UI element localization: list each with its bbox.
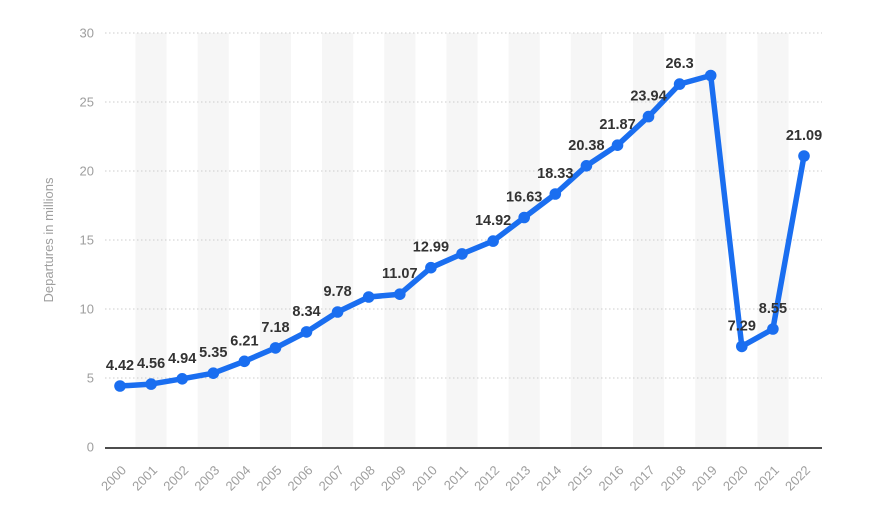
data-point-label: 12.99 bbox=[413, 240, 449, 256]
y-axis-tick-label: 25 bbox=[80, 95, 94, 110]
x-axis-tick-label: 2018 bbox=[658, 463, 689, 494]
data-point-2001[interactable] bbox=[145, 378, 157, 390]
data-point-2007[interactable] bbox=[331, 306, 344, 318]
data-point-label: 26.3 bbox=[665, 56, 693, 72]
data-point-label: 9.78 bbox=[323, 284, 351, 300]
x-axis-tick-label: 2014 bbox=[533, 463, 564, 494]
x-axis-tick-label: 2000 bbox=[98, 463, 129, 494]
data-point-2017[interactable] bbox=[642, 110, 655, 123]
data-point-label: 11.07 bbox=[382, 266, 418, 282]
background-band bbox=[757, 33, 789, 447]
x-axis-tick-label: 2007 bbox=[316, 463, 347, 494]
data-point-label: 4.94 bbox=[168, 351, 196, 367]
data-point-label: 4.56 bbox=[137, 356, 165, 372]
data-point-2011[interactable] bbox=[456, 248, 468, 260]
x-axis-tick-label: 2021 bbox=[751, 463, 782, 494]
x-axis-tick-label: 2012 bbox=[471, 463, 502, 494]
x-axis-tick-label: 2006 bbox=[285, 463, 316, 494]
x-axis-tick-label: 2022 bbox=[782, 463, 813, 494]
x-axis-tick-label: 2015 bbox=[564, 463, 595, 494]
data-point-2012[interactable] bbox=[487, 235, 499, 247]
x-axis-tick-label: 2002 bbox=[160, 463, 191, 494]
y-axis-tick-label: 20 bbox=[80, 164, 94, 179]
data-point-label: 20.38 bbox=[568, 138, 604, 154]
data-point-label: 23.94 bbox=[630, 89, 666, 105]
data-point-label: 5.35 bbox=[199, 345, 227, 361]
data-point-label: 7.18 bbox=[261, 320, 289, 336]
data-point-2005[interactable] bbox=[269, 342, 282, 354]
x-axis-tick-label: 2003 bbox=[191, 463, 222, 494]
y-axis-tick-label: 0 bbox=[87, 440, 94, 455]
data-point-2015[interactable] bbox=[580, 160, 593, 172]
data-point-2002[interactable] bbox=[176, 373, 188, 385]
background-band bbox=[384, 33, 416, 447]
data-point-2018[interactable] bbox=[673, 78, 686, 90]
data-point-2000[interactable] bbox=[114, 380, 126, 392]
data-point-label: 21.87 bbox=[599, 117, 635, 133]
y-axis-tick-label: 10 bbox=[80, 302, 94, 317]
data-point-label: 14.92 bbox=[475, 213, 511, 229]
data-point-2020[interactable] bbox=[736, 340, 748, 353]
data-point-2009[interactable] bbox=[394, 288, 406, 301]
x-axis-tick-label: 2009 bbox=[378, 463, 409, 494]
data-point-label: 6.21 bbox=[230, 333, 258, 349]
x-axis-tick-label: 2011 bbox=[441, 463, 471, 493]
y-axis-tick-label: 5 bbox=[87, 371, 94, 386]
x-axis-tick-label: 2020 bbox=[720, 463, 751, 494]
data-point-label: 21.09 bbox=[786, 128, 822, 144]
data-point-2008[interactable] bbox=[362, 291, 375, 303]
data-point-2013[interactable] bbox=[518, 211, 530, 224]
data-point-label: 8.34 bbox=[292, 304, 320, 320]
data-point-2014[interactable] bbox=[549, 188, 562, 200]
x-axis-tick-label: 2016 bbox=[596, 463, 627, 494]
data-point-2019[interactable] bbox=[704, 69, 717, 82]
y-axis-tick-label: 30 bbox=[80, 26, 94, 41]
x-axis-tick-label: 2005 bbox=[254, 463, 285, 494]
data-point-label: 4.42 bbox=[106, 358, 134, 374]
data-point-2010[interactable] bbox=[425, 261, 437, 274]
data-point-2003[interactable] bbox=[207, 367, 220, 380]
data-point-label: 7.29 bbox=[728, 318, 756, 334]
data-point-2022[interactable] bbox=[798, 150, 810, 162]
data-point-label: 18.33 bbox=[537, 166, 573, 182]
data-point-2016[interactable] bbox=[611, 139, 624, 151]
x-axis-tick-label: 2004 bbox=[222, 463, 253, 494]
x-axis-tick-label: 2017 bbox=[627, 463, 658, 494]
x-axis-tick-label: 2010 bbox=[409, 463, 440, 494]
data-point-label: 16.63 bbox=[506, 190, 542, 206]
x-axis-tick-label: 2019 bbox=[689, 463, 720, 494]
x-axis-tick-label: 2001 bbox=[129, 463, 160, 494]
data-point-2021[interactable] bbox=[767, 323, 779, 335]
x-axis-tick-label: 2013 bbox=[502, 463, 533, 494]
data-point-label: 8.55 bbox=[759, 301, 787, 317]
data-point-2006[interactable] bbox=[300, 326, 313, 338]
data-point-2004[interactable] bbox=[238, 355, 251, 368]
x-axis-tick-label: 2008 bbox=[347, 463, 378, 494]
y-axis-title: Departures in millions bbox=[41, 177, 56, 302]
y-axis-tick-label: 15 bbox=[80, 233, 94, 248]
